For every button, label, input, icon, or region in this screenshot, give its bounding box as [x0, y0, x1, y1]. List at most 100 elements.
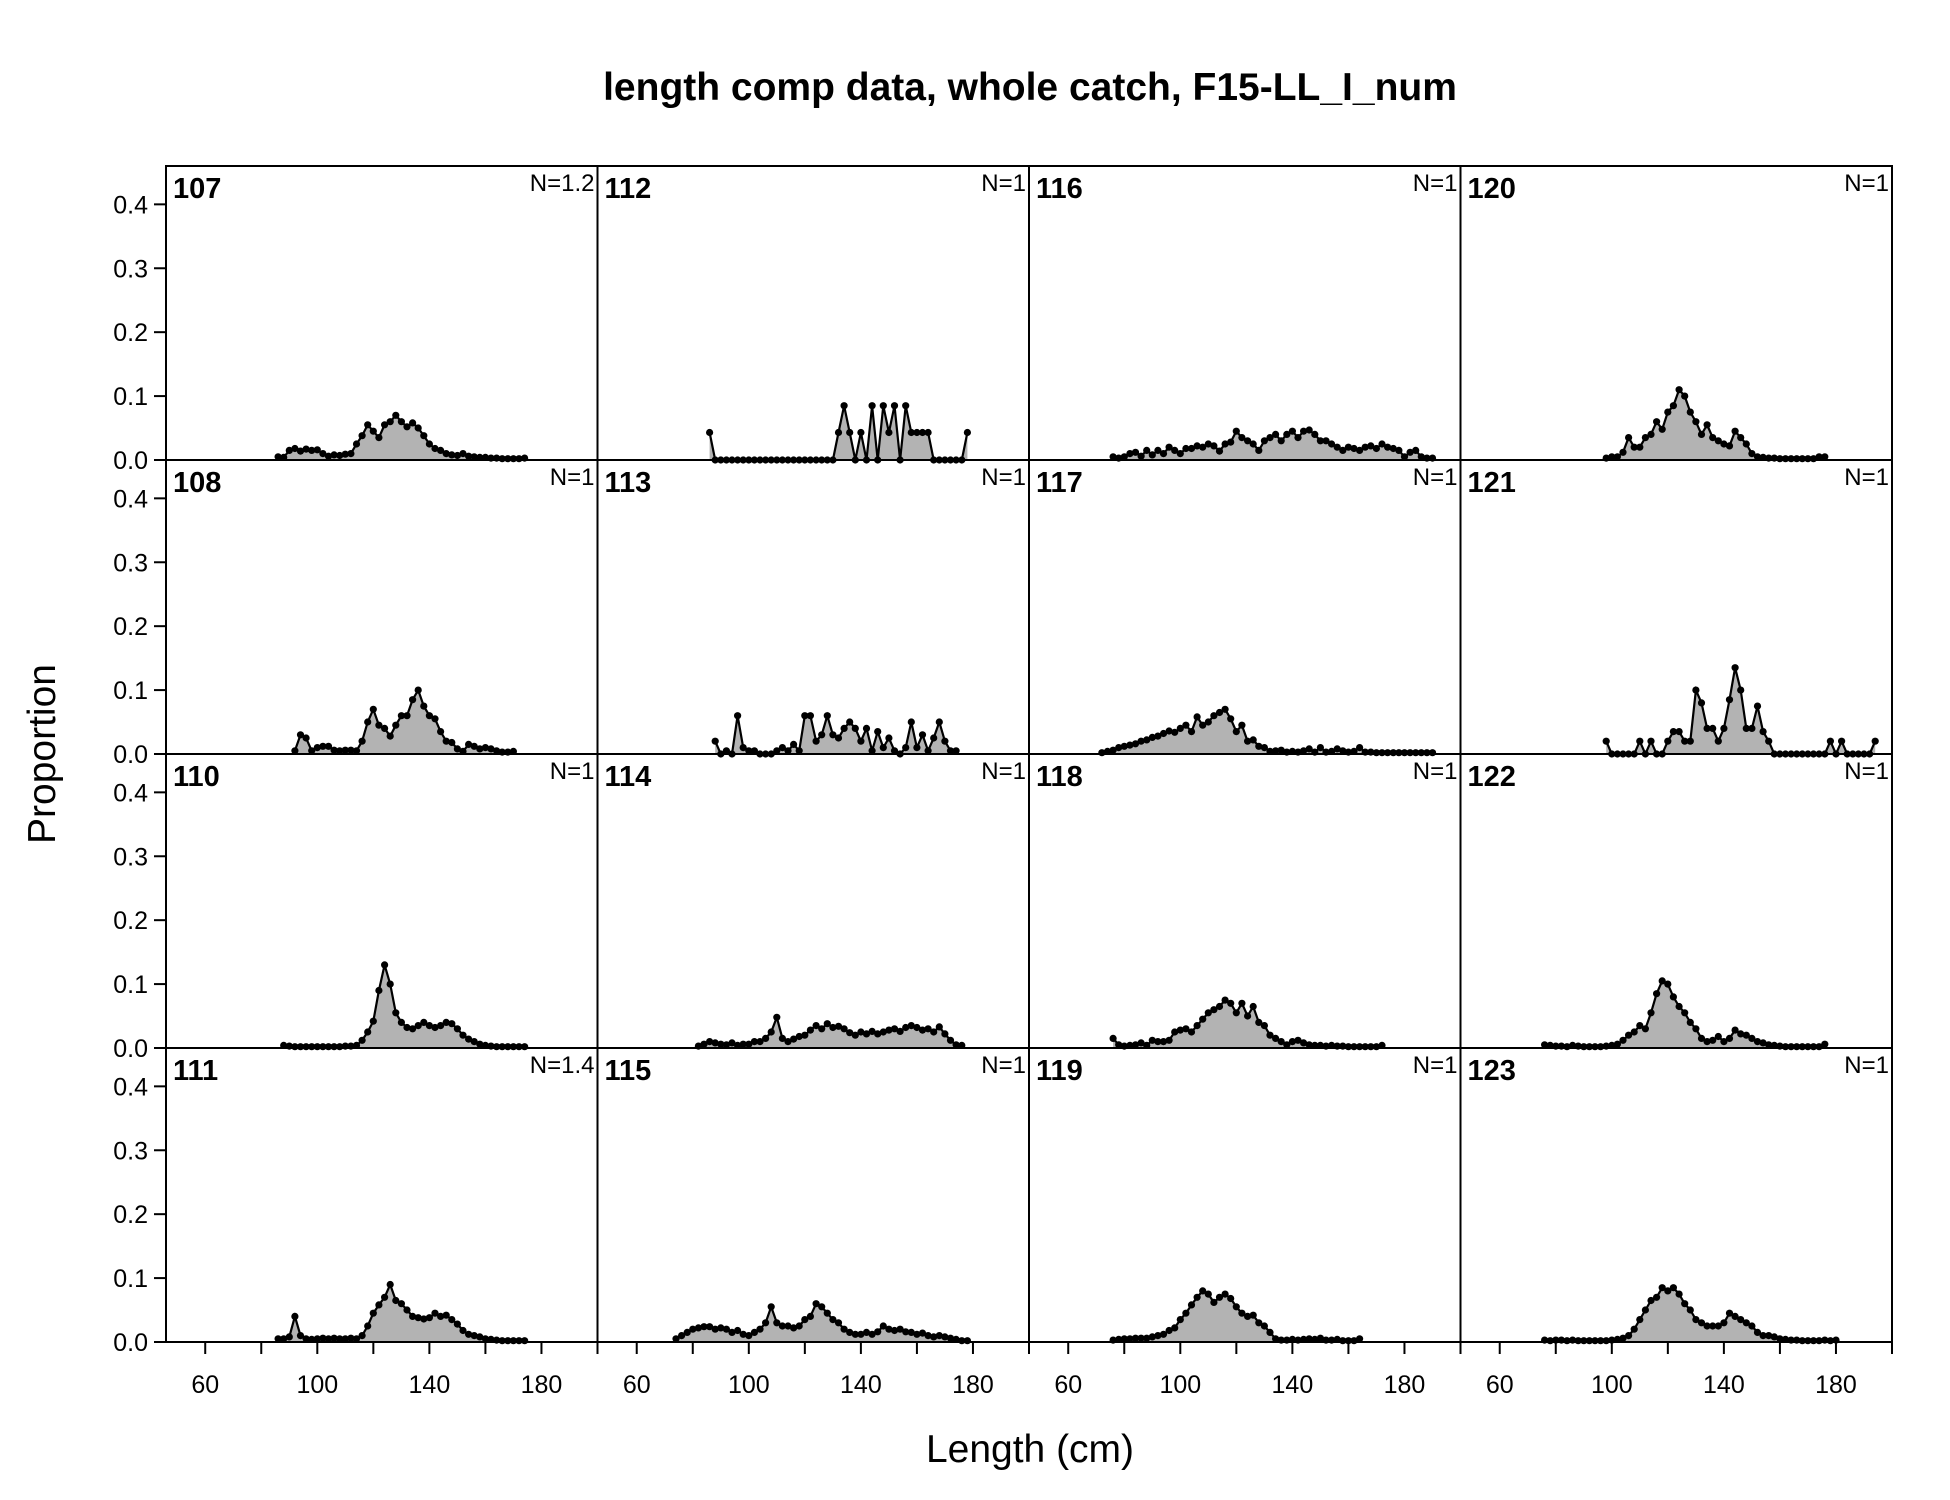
- data-point: [386, 1280, 394, 1289]
- y-tick-label: 0.0: [113, 1329, 148, 1357]
- data-point: [1238, 999, 1246, 1007]
- data-point: [801, 1031, 809, 1039]
- data-point: [386, 418, 394, 426]
- data-point: [1725, 696, 1734, 704]
- panel-label: 118: [1036, 761, 1083, 793]
- data-point: [459, 450, 467, 458]
- panel-116: 116 N=1: [1028, 165, 1462, 462]
- panel-114: 114 N=1: [596, 753, 1030, 1050]
- panel-label: 114: [605, 761, 652, 793]
- data-point: [1759, 728, 1767, 736]
- data-point: [1731, 664, 1739, 672]
- data-point: [857, 1330, 865, 1338]
- data-point: [890, 1326, 899, 1335]
- x-tick-label: 60: [623, 1371, 651, 1399]
- data-point: [1137, 1334, 1145, 1342]
- data-point: [1300, 427, 1308, 435]
- data-point: [1187, 1028, 1196, 1036]
- data-point: [274, 453, 282, 461]
- data-point: [846, 718, 854, 726]
- data-point: [1176, 1026, 1184, 1034]
- x-axis-label: Length (cm): [926, 1428, 1134, 1471]
- data-point: [487, 745, 495, 753]
- data-point: [1372, 444, 1380, 453]
- data-point: [386, 980, 394, 988]
- data-point: [1171, 728, 1179, 736]
- data-point: [1227, 1294, 1235, 1303]
- data-point: [1204, 1009, 1212, 1017]
- data-point: [358, 1036, 366, 1044]
- data-point: [296, 731, 305, 739]
- data-point: [1283, 430, 1291, 438]
- data-point: [453, 1025, 461, 1033]
- data-point: [806, 1026, 815, 1034]
- data-point: [1272, 430, 1280, 438]
- data-point: [941, 1030, 949, 1038]
- data-point: [885, 734, 893, 742]
- data-point: [347, 1334, 355, 1342]
- data-point: [397, 1300, 405, 1308]
- data-point: [711, 1325, 719, 1333]
- panel-n-label: N=1: [550, 464, 595, 491]
- data-point: [1266, 1031, 1274, 1039]
- data-point: [1613, 1040, 1621, 1048]
- data-point: [397, 712, 405, 720]
- data-point: [1171, 446, 1179, 454]
- data-point: [465, 452, 473, 460]
- area-fill: [1606, 389, 1825, 460]
- data-point: [812, 737, 820, 745]
- data-point: [1165, 443, 1173, 451]
- data-point: [1109, 453, 1117, 461]
- data-point: [364, 421, 372, 429]
- data-point: [879, 402, 887, 410]
- data-point: [403, 423, 411, 431]
- data-point: [1378, 440, 1386, 448]
- data-point: [364, 1322, 372, 1330]
- data-point: [375, 721, 383, 729]
- data-point: [717, 1324, 725, 1332]
- data-point: [409, 1312, 417, 1320]
- data-point: [1686, 1018, 1694, 1026]
- x-tick-label: 60: [1486, 1371, 1514, 1399]
- data-point: [1692, 1316, 1700, 1324]
- panel-border: [596, 165, 1030, 461]
- data-point: [722, 747, 731, 755]
- data-point: [1316, 744, 1324, 752]
- data-point: [352, 747, 361, 755]
- data-point: [868, 1027, 876, 1035]
- data-point: [1356, 744, 1364, 752]
- data-point: [425, 1314, 433, 1322]
- data-point: [392, 721, 400, 729]
- data-point: [795, 747, 803, 755]
- data-point: [302, 445, 310, 453]
- panel-label: 110: [173, 761, 220, 793]
- data-point: [1720, 440, 1728, 448]
- data-point: [1641, 1025, 1649, 1033]
- panel-label: 116: [1036, 173, 1083, 205]
- data-point: [1428, 749, 1437, 757]
- data-point: [1109, 746, 1117, 754]
- data-point: [722, 1041, 731, 1049]
- data-point: [1137, 452, 1145, 460]
- panel-n-label: N=1: [1413, 170, 1458, 197]
- data-point: [1669, 1284, 1677, 1292]
- data-point: [1215, 1293, 1224, 1301]
- data-point: [846, 1328, 854, 1336]
- data-point: [1249, 736, 1257, 744]
- data-point: [453, 451, 461, 460]
- data-point: [442, 1018, 450, 1026]
- data-point: [375, 986, 383, 995]
- panel-n-label: N=1: [1844, 758, 1889, 785]
- data-point: [963, 428, 972, 437]
- data-point: [1759, 1039, 1767, 1047]
- panel-label: 122: [1468, 761, 1516, 793]
- y-tick-label: 0.2: [113, 907, 148, 935]
- data-point: [1244, 1312, 1252, 1320]
- panel-grid: 107 N=1.2 0.0 0.1 0.2 0.3 0.4 108 N=1 0.0 0.1 0.2 0.…: [113, 165, 1893, 1399]
- data-point: [1742, 1319, 1750, 1327]
- data-point: [347, 450, 355, 458]
- data-point: [336, 451, 344, 460]
- data-point: [706, 1038, 714, 1046]
- area-fill: [715, 715, 957, 754]
- data-point: [1686, 737, 1694, 745]
